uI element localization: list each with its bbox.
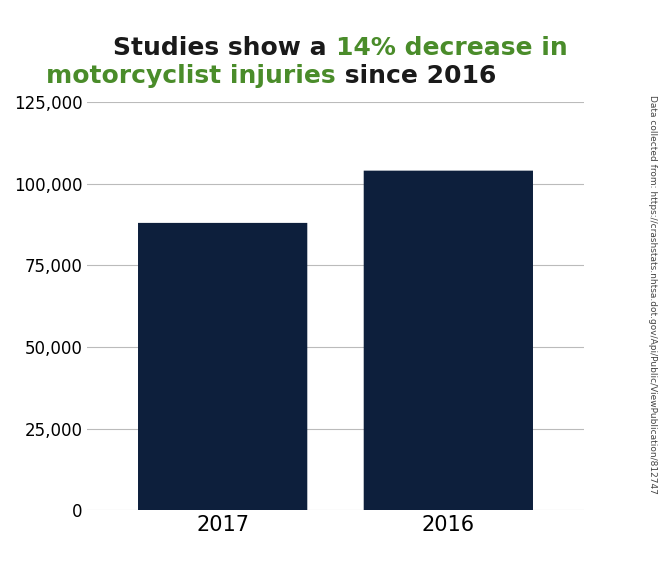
- Text: Data collected from: https://crashstats.nhtsa.dot.gov/Api/Public/ViewPublication: Data collected from: https://crashstats.…: [648, 95, 656, 494]
- Text: 14% decrease in: 14% decrease in: [336, 36, 567, 60]
- FancyBboxPatch shape: [138, 223, 307, 510]
- Text: since 2016: since 2016: [336, 64, 496, 88]
- Text: motorcyclist injuries: motorcyclist injuries: [46, 64, 336, 88]
- Text: Studies show a: Studies show a: [113, 36, 336, 60]
- FancyBboxPatch shape: [364, 171, 533, 510]
